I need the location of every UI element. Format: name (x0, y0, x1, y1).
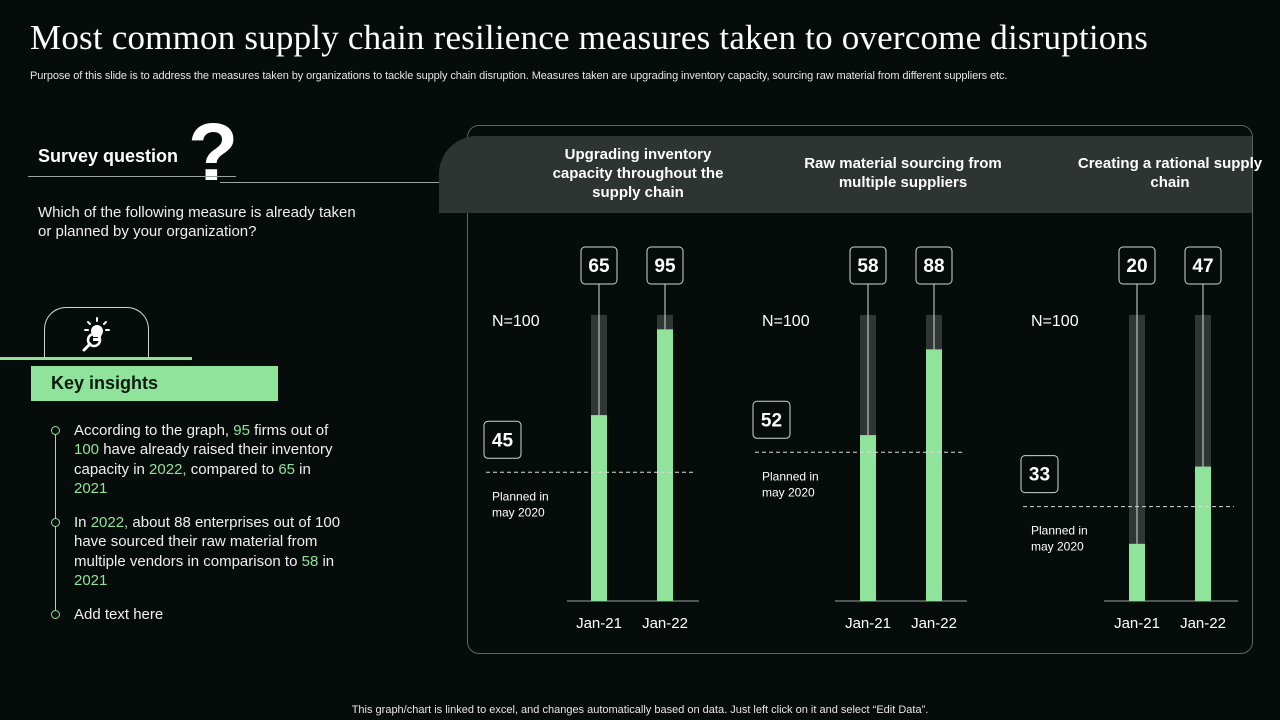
page-title: Most common supply chain resilience meas… (30, 18, 1149, 57)
planned-value-2: 52 (761, 410, 782, 431)
value-box-3-1 (1118, 246, 1156, 285)
value-label-3-1: 20 (1126, 256, 1147, 277)
planned-box-3 (1020, 455, 1059, 494)
bar-1-1 (591, 415, 607, 601)
value-label-1-1: 65 (588, 256, 610, 277)
insights-accent-rule (0, 357, 192, 360)
insight-tab (44, 307, 149, 359)
value-label-1-2: 95 (654, 256, 676, 277)
lightbulb-magnifier-icon (82, 316, 110, 351)
insight-bullet-3: Add text here (48, 605, 348, 624)
value-label-2-2: 88 (923, 256, 944, 277)
n-label-3: N=100 (1031, 313, 1079, 330)
chart-panel (467, 125, 1253, 654)
question-mark-icon: ? (188, 107, 239, 198)
footer-note: This graph/chart is linked to excel, and… (351, 704, 929, 716)
x-tick-1-1: Jan-21 (576, 615, 622, 632)
planned-label-3-line-1: Planned in (1031, 524, 1088, 538)
insights-list: According to the graph, 95 firms out of … (48, 421, 348, 640)
x-tick-2-2: Jan-22 (911, 615, 957, 632)
bar-2-2 (926, 349, 942, 601)
value-box-1-1 (580, 246, 618, 285)
planned-box-1 (483, 420, 522, 459)
value-label-2-1: 58 (857, 256, 878, 277)
bullet-dot (51, 518, 60, 528)
survey-divider-left (28, 176, 236, 177)
planned-label-1-line-2: may 2020 (492, 505, 545, 519)
bar-3-2 (1195, 466, 1211, 601)
bar-1-2 (657, 329, 673, 601)
chart-header-band (439, 136, 1252, 213)
survey-connector-line (220, 182, 442, 183)
x-tick-3-2: Jan-22 (1180, 615, 1226, 632)
page-subtitle: Purpose of this slide is to address the … (30, 70, 1008, 82)
chart-title-1: Upgrading inventory capacity throughout … (552, 146, 724, 201)
chart-title-2: Raw material sourcing from multiple supp… (804, 155, 1002, 191)
bullet-dot (51, 610, 60, 620)
planned-label-2-line-1: Planned in (762, 469, 819, 483)
n-label-2: N=100 (762, 313, 810, 330)
planned-box-2 (752, 400, 791, 439)
planned-value-3: 33 (1029, 465, 1050, 486)
value-box-2-1 (849, 246, 887, 285)
x-tick-1-2: Jan-22 (642, 615, 688, 632)
bullet-dot (51, 426, 60, 435)
planned-label-3-line-2: may 2020 (1031, 540, 1084, 554)
insight-bullet-2: In 2022, about 88 enterprises out of 100… (48, 513, 348, 590)
insight-bullet-1: According to the graph, 95 firms out of … (48, 421, 348, 498)
bar-2-1 (860, 435, 876, 601)
key-insights-label: Key insights (31, 366, 278, 401)
n-label-1: N=100 (492, 313, 540, 330)
survey-question-label: Survey question (38, 146, 179, 166)
planned-label-1-line-1: Planned in (492, 489, 549, 503)
planned-value-1: 45 (492, 430, 514, 451)
value-box-1-2 (646, 246, 684, 285)
survey-question-text: Which of the following measure is alread… (38, 204, 356, 240)
value-box-3-2 (1184, 246, 1222, 285)
value-box-2-2 (915, 246, 953, 285)
planned-label-2-line-2: may 2020 (762, 485, 815, 499)
x-tick-2-1: Jan-21 (845, 615, 891, 632)
value-label-3-2: 47 (1192, 256, 1213, 277)
x-tick-3-1: Jan-21 (1114, 615, 1160, 632)
bar-3-1 (1129, 543, 1145, 601)
chart-title-3: Creating a rational supply chain (1077, 155, 1263, 191)
